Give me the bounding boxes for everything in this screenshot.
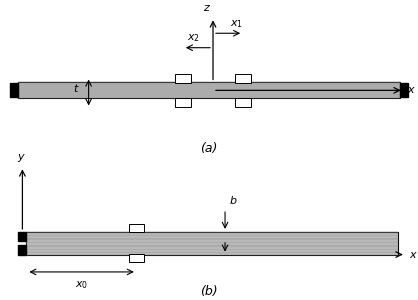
- Bar: [129, 254, 144, 262]
- Bar: [129, 224, 144, 232]
- Bar: [175, 74, 191, 83]
- Text: $x_1$: $x_1$: [229, 18, 242, 30]
- Text: z: z: [203, 3, 209, 13]
- Text: (b): (b): [200, 286, 218, 298]
- Text: t: t: [73, 84, 77, 94]
- Text: (a): (a): [200, 142, 218, 155]
- Bar: [18, 245, 26, 255]
- Text: $x_0$: $x_0$: [75, 279, 88, 291]
- Bar: [235, 74, 251, 83]
- Bar: [235, 98, 251, 107]
- Text: y: y: [17, 152, 24, 162]
- Bar: [10, 83, 18, 97]
- Bar: [175, 98, 191, 107]
- Bar: [26, 232, 398, 255]
- Text: x: x: [409, 250, 415, 260]
- Text: b: b: [230, 196, 237, 206]
- Bar: [400, 83, 408, 97]
- Text: $x_2$: $x_2$: [187, 32, 201, 44]
- Bar: [18, 82, 400, 98]
- Text: x: x: [408, 85, 414, 95]
- Bar: [18, 232, 26, 241]
